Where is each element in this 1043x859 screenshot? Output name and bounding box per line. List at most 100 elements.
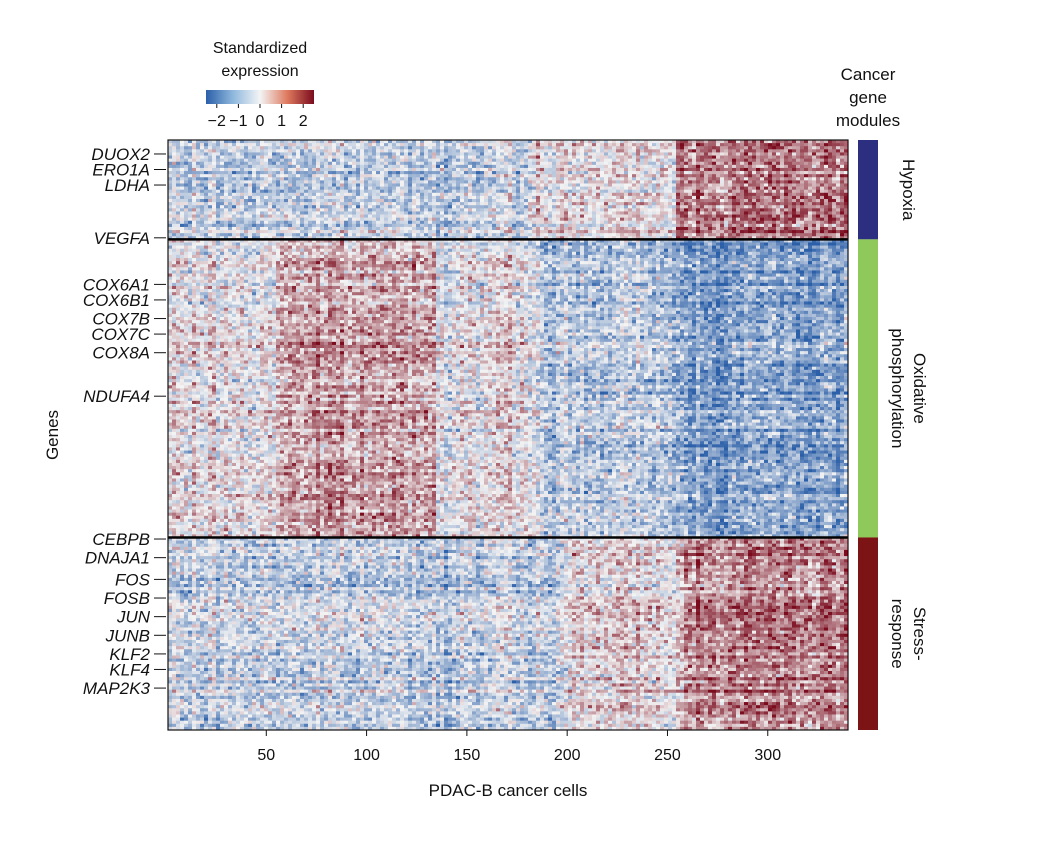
heatmap-cell: [220, 192, 225, 197]
heatmap-cell: [632, 186, 637, 190]
heatmap-cell: [248, 223, 253, 228]
heatmap-cell: [588, 199, 593, 203]
heatmap-cell: [240, 195, 245, 200]
heatmap-cell: [644, 180, 649, 184]
heatmap-cell: [640, 195, 645, 200]
heatmap-cell: [808, 192, 813, 197]
heatmap-cell: [276, 174, 281, 178]
heatmap-cell: [216, 146, 221, 150]
heatmap-cell: [228, 223, 233, 228]
heatmap-cell: [396, 183, 401, 187]
heatmap-cell: [840, 143, 845, 147]
heatmap-cell: [708, 192, 713, 197]
heatmap-cell: [652, 208, 657, 212]
heatmap-cell: [704, 164, 709, 169]
heatmap-cell: [448, 155, 453, 159]
heatmap-cell: [320, 189, 325, 194]
heatmap-cell: [288, 205, 293, 209]
heatmap-cell: [312, 205, 317, 209]
heatmap-cell: [840, 174, 845, 178]
heatmap-cell: [368, 195, 373, 200]
heatmap-cell: [596, 192, 601, 197]
heatmap-cell: [704, 174, 709, 178]
heatmap-cell: [672, 189, 677, 194]
heatmap-cell: [408, 202, 413, 206]
heatmap-cell: [276, 223, 281, 228]
heatmap-cell: [820, 205, 825, 209]
heatmap-cell: [364, 180, 369, 184]
heatmap-cell: [504, 149, 509, 153]
heatmap-cell: [284, 208, 289, 212]
heatmap-cell: [312, 155, 317, 159]
heatmap-cell: [804, 223, 809, 228]
heatmap-cell: [840, 155, 845, 159]
heatmap-cell: [284, 171, 289, 175]
heatmap-cell: [520, 177, 525, 181]
heatmap-cell: [236, 161, 241, 166]
heatmap-cell: [508, 143, 513, 147]
heatmap-cell: [208, 143, 213, 147]
heatmap-cell: [284, 223, 289, 228]
heatmap-cell: [468, 140, 473, 144]
heatmap-cell: [680, 226, 685, 231]
heatmap-cell: [668, 164, 673, 169]
heatmap-cell: [644, 171, 649, 175]
heatmap-cell: [752, 226, 757, 231]
heatmap-cell: [676, 199, 681, 203]
heatmap-cell: [352, 205, 357, 209]
heatmap-cell: [232, 205, 237, 209]
heatmap-cell: [464, 208, 469, 212]
heatmap-cell: [732, 226, 737, 231]
heatmap-cell: [296, 202, 301, 206]
heatmap-cell: [664, 164, 669, 169]
heatmap-cell: [764, 217, 769, 222]
heatmap-cell: [396, 217, 401, 222]
heatmap-cell: [740, 192, 745, 197]
heatmap-cell: [300, 205, 305, 209]
heatmap-cell: [168, 149, 173, 153]
heatmap-cell: [168, 189, 173, 194]
heatmap-cell: [540, 189, 545, 194]
heatmap-cell: [788, 195, 793, 200]
heatmap-cell: [532, 140, 537, 144]
heatmap-cell: [356, 146, 361, 150]
heatmap-cell: [176, 143, 181, 147]
heatmap-cell: [776, 223, 781, 228]
heatmap-cell: [208, 192, 213, 197]
heatmap-cell: [680, 171, 685, 175]
heatmap-cell: [604, 217, 609, 222]
heatmap-cell: [384, 171, 389, 175]
heatmap-cell: [332, 189, 337, 194]
heatmap-cell: [236, 164, 241, 169]
heatmap-cell: [800, 180, 805, 184]
heatmap-cell: [236, 171, 241, 175]
heatmap-cell: [780, 186, 785, 190]
heatmap-cell: [316, 183, 321, 187]
heatmap-cell: [804, 146, 809, 150]
heatmap-cell: [216, 214, 221, 218]
heatmap-cell: [272, 202, 277, 206]
heatmap-cell: [608, 189, 613, 194]
heatmap-cell: [248, 195, 253, 200]
heatmap-cell: [548, 149, 553, 153]
heatmap-cell: [192, 226, 197, 231]
heatmap-cell: [656, 223, 661, 228]
heatmap-cell: [520, 164, 525, 169]
heatmap-cell: [328, 140, 333, 144]
heatmap-cell: [732, 189, 737, 194]
heatmap-cell: [396, 143, 401, 147]
heatmap-cell: [628, 140, 633, 144]
heatmap-cell: [480, 217, 485, 222]
heatmap-cell: [572, 155, 577, 159]
heatmap-cell: [736, 171, 741, 175]
heatmap-cell: [548, 161, 553, 166]
heatmap-cell: [720, 202, 725, 206]
heatmap-cell: [528, 183, 533, 187]
heatmap-cell: [532, 217, 537, 222]
heatmap-cell: [208, 167, 213, 172]
heatmap-cell: [520, 189, 525, 194]
heatmap-cell: [384, 183, 389, 187]
heatmap-cell: [704, 226, 709, 231]
heatmap-cell: [808, 202, 813, 206]
heatmap-cell: [296, 152, 301, 156]
